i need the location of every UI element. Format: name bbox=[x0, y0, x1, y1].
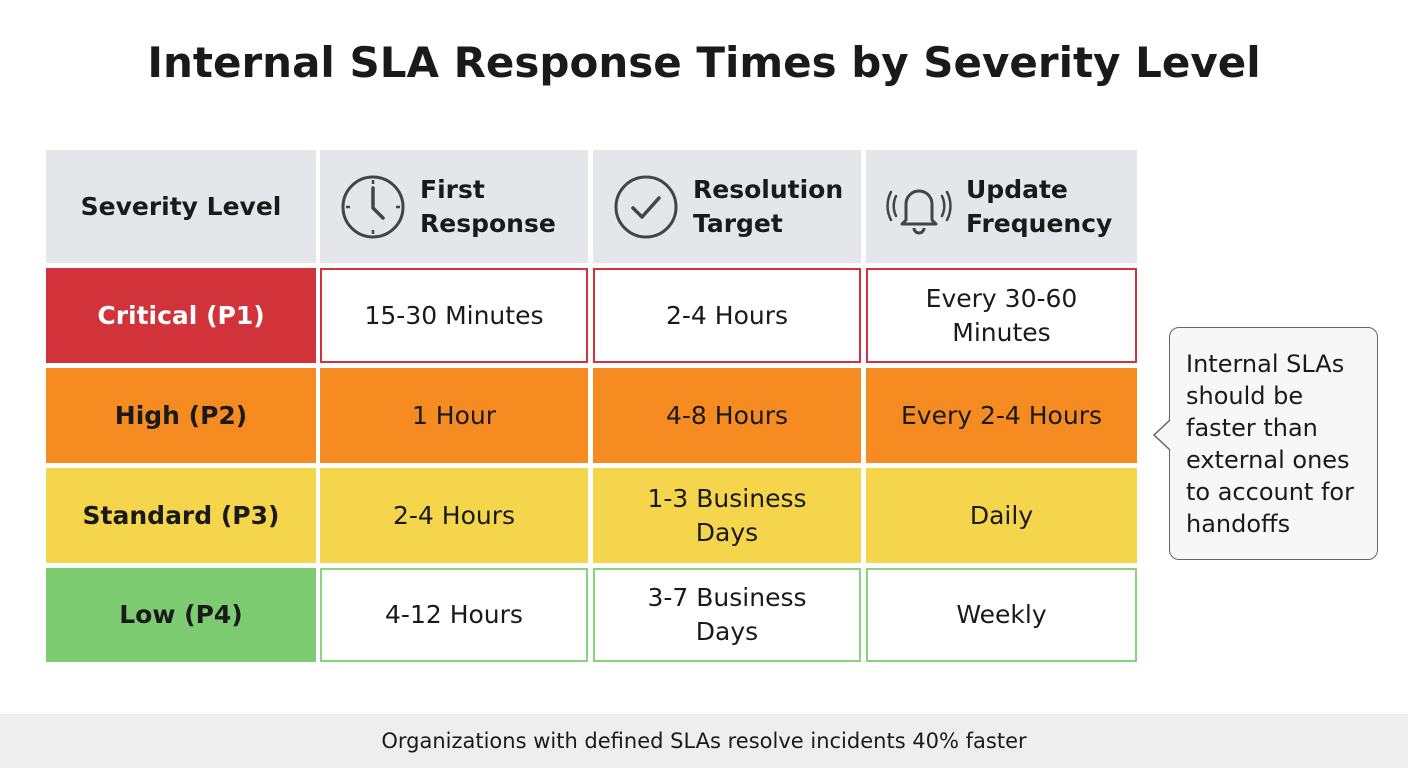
clock-icon bbox=[341, 175, 405, 238]
cell-text: Standard (P3) bbox=[82, 500, 280, 530]
severity-cell: Standard (P3) bbox=[46, 468, 316, 563]
cell-text: 4-12 Hours bbox=[385, 600, 523, 629]
header-cell: Resolution Target bbox=[593, 150, 861, 263]
table-cell: 1-3 Business Days bbox=[593, 468, 861, 563]
header-cell: First Response bbox=[320, 150, 588, 263]
table-cell: 4-12 Hours bbox=[320, 568, 588, 662]
cell-text: Every 2-4 Hours bbox=[900, 400, 1102, 430]
footer: Organizations with defined SLAs resolve … bbox=[0, 714, 1408, 768]
table-cell: Daily bbox=[866, 468, 1137, 563]
check-icon bbox=[614, 175, 678, 238]
cell-text: Daily bbox=[969, 500, 1034, 530]
cell-text: 3-7 Business Days bbox=[647, 583, 807, 646]
header-cell: Severity Level bbox=[46, 150, 316, 263]
table-cell: 1 Hour bbox=[320, 368, 588, 463]
footer-text: Organizations with defined SLAs resolve … bbox=[381, 729, 1027, 753]
cell-text: Weekly bbox=[956, 600, 1047, 629]
cell-text: 1 Hour bbox=[411, 400, 497, 430]
title: Internal SLA Response Times by Severity … bbox=[147, 38, 1261, 87]
cell-text: Low (P4) bbox=[119, 600, 243, 629]
severity-cell: Critical (P1) bbox=[46, 268, 316, 363]
callout-pointer bbox=[1152, 420, 1171, 450]
callout: Internal SLAs should be faster than exte… bbox=[1152, 327, 1378, 560]
header-text: First Response bbox=[420, 174, 556, 238]
cell-text: 15-30 Minutes bbox=[364, 300, 544, 330]
table-cell: Every 2-4 Hours bbox=[866, 368, 1137, 463]
cell-text: 4-8 Hours bbox=[665, 400, 789, 430]
cell-text: 1-3 Business Days bbox=[647, 483, 807, 547]
cell-text: 2-4 Hours bbox=[392, 500, 516, 530]
cell-text: Every 30-60 Minutes bbox=[925, 283, 1078, 347]
table-cell: 2-4 Hours bbox=[593, 268, 861, 363]
table-cell: 3-7 Business Days bbox=[593, 568, 861, 662]
bell-icon bbox=[886, 189, 952, 234]
cell-text: High (P2) bbox=[114, 400, 248, 430]
table-cell: Every 30-60 Minutes bbox=[866, 268, 1137, 363]
severity-cell: Low (P4) bbox=[46, 568, 316, 662]
header-text: Severity Level bbox=[80, 191, 282, 221]
severity-cell: High (P2) bbox=[46, 368, 316, 463]
table-cell: 15-30 Minutes bbox=[320, 268, 588, 363]
cell-text: Critical (P1) bbox=[97, 300, 265, 330]
header-cell: Update Frequency bbox=[866, 150, 1137, 263]
table-cell: 4-8 Hours bbox=[593, 368, 861, 463]
header-text: Update Frequency bbox=[966, 174, 1113, 238]
table-cell: Weekly bbox=[866, 568, 1137, 662]
callout-text: Internal SLAs should be faster than exte… bbox=[1186, 350, 1354, 538]
cell-text: 2-4 Hours bbox=[665, 300, 789, 330]
table-cell: 2-4 Hours bbox=[320, 468, 588, 563]
header-text: Resolution Target bbox=[693, 174, 844, 238]
